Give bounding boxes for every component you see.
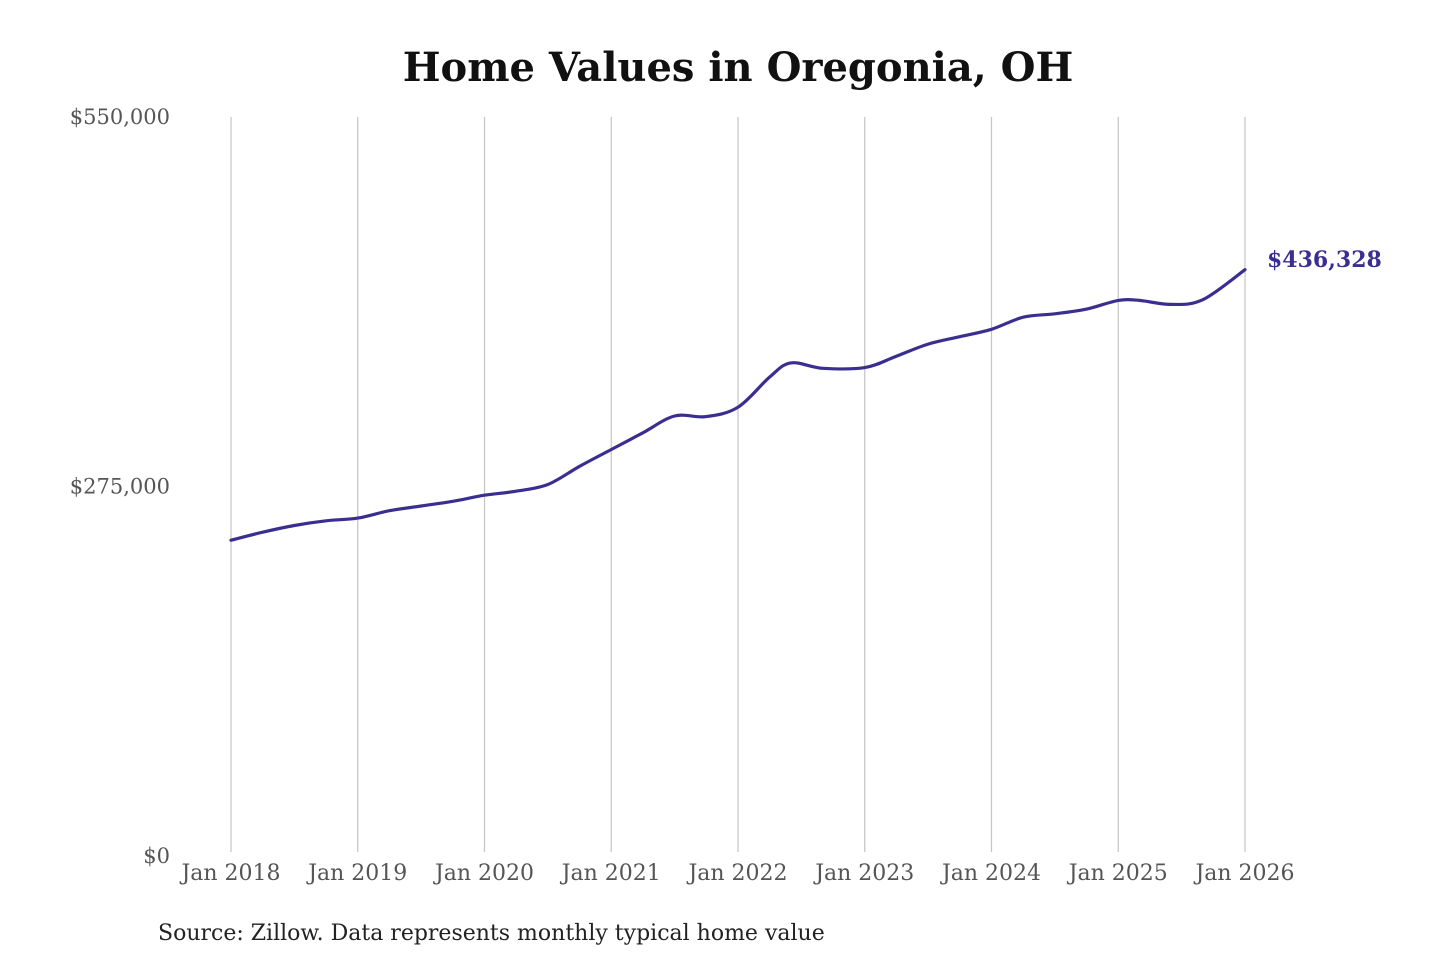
- series-line-0: [229, 268, 1247, 542]
- x-tick-label-2: Jan 2020: [433, 861, 534, 886]
- x-tick-label-8: Jan 2026: [1193, 861, 1294, 886]
- vertical-grid: [230, 117, 1246, 852]
- y-tick-label-0: $0: [143, 844, 170, 868]
- x-tick-label-4: Jan 2022: [686, 861, 787, 886]
- x-tick-label-5: Jan 2023: [813, 861, 914, 886]
- x-tick-label-0: Jan 2018: [179, 861, 280, 886]
- y-axis-ticks: $0 $275,000 $550,000: [70, 105, 170, 868]
- chart-title: Home Values in Oregonia, OH: [403, 44, 1074, 91]
- x-tick-label-3: Jan 2021: [560, 861, 661, 886]
- y-tick-label-1: $275,000: [70, 475, 170, 499]
- x-tick-label-6: Jan 2024: [940, 861, 1041, 886]
- end-value-label: $436,328: [1267, 247, 1382, 273]
- source-note: Source: Zillow. Data represents monthly …: [158, 921, 825, 946]
- x-tick-label-1: Jan 2019: [306, 861, 407, 886]
- x-axis-ticks: Jan 2018 Jan 2019 Jan 2020 Jan 2021 Jan 2022…: [179, 861, 1294, 886]
- y-tick-label-2: $550,000: [70, 105, 170, 129]
- series-layer: [229, 268, 1247, 542]
- x-tick-label-7: Jan 2025: [1067, 861, 1168, 886]
